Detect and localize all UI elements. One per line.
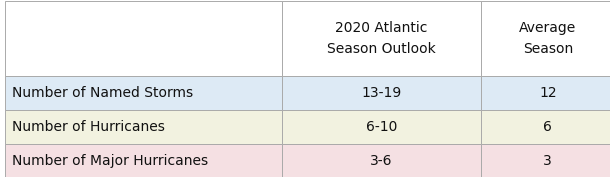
Text: 12: 12: [539, 86, 556, 100]
Bar: [5, 110, 282, 144]
Text: 6: 6: [544, 120, 552, 134]
Bar: [5, 144, 282, 177]
Text: Number of Major Hurricanes: Number of Major Hurricanes: [12, 154, 209, 168]
Bar: [481, 110, 610, 144]
Text: Number of Hurricanes: Number of Hurricanes: [12, 120, 165, 134]
Bar: [282, 144, 481, 177]
Bar: [5, 76, 282, 110]
Text: 13-19: 13-19: [362, 86, 401, 100]
Bar: [481, 1, 610, 76]
Bar: [282, 110, 481, 144]
Text: Average
Season: Average Season: [519, 21, 576, 56]
Bar: [282, 76, 481, 110]
Text: 2020 Atlantic
Season Outlook: 2020 Atlantic Season Outlook: [327, 21, 436, 56]
Bar: [5, 1, 282, 76]
Text: 3-6: 3-6: [370, 154, 393, 168]
Bar: [282, 1, 481, 76]
Text: 6-10: 6-10: [366, 120, 397, 134]
Bar: [481, 144, 610, 177]
Text: Number of Named Storms: Number of Named Storms: [12, 86, 193, 100]
Bar: [481, 76, 610, 110]
Text: 3: 3: [544, 154, 552, 168]
